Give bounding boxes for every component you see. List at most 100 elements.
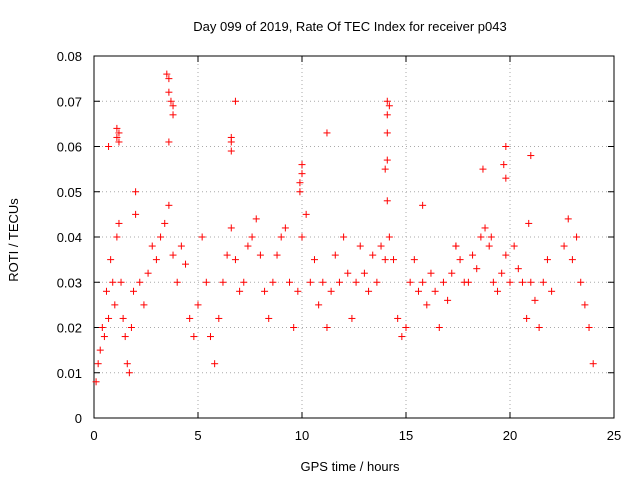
y-tick-labels: 0 0.01 0.02 0.03 0.04 0.05 0.06 0.07 0.08 — [57, 49, 82, 426]
data-point — [294, 287, 302, 295]
data-point — [113, 133, 121, 141]
data-point — [369, 251, 377, 259]
data-point — [479, 165, 487, 173]
y-tick-label: 0.02 — [57, 321, 82, 336]
data-point — [252, 215, 260, 223]
data-point — [383, 129, 391, 137]
data-point — [535, 324, 543, 331]
data-point — [236, 287, 244, 295]
data-point — [383, 197, 391, 205]
data-point — [115, 219, 123, 227]
data-point — [127, 324, 135, 331]
data-point — [477, 233, 485, 241]
data-point — [481, 224, 489, 232]
data-point — [296, 179, 304, 187]
data-point — [356, 242, 364, 250]
data-point — [136, 278, 144, 286]
data-point — [473, 265, 481, 273]
data-point — [100, 333, 108, 341]
data-point — [431, 287, 439, 295]
data-point — [344, 269, 352, 277]
y-tick-label: 0.06 — [57, 140, 82, 155]
data-point — [290, 324, 298, 331]
data-point — [489, 278, 497, 286]
data-point — [286, 278, 294, 286]
data-point — [240, 278, 248, 286]
data-point — [169, 102, 177, 110]
x-axis-label: GPS time / hours — [301, 459, 400, 474]
data-point — [256, 251, 264, 259]
data-point — [165, 75, 173, 83]
data-point — [385, 233, 393, 241]
data-point — [427, 269, 435, 277]
data-point — [231, 256, 239, 264]
data-point — [310, 256, 318, 264]
x-tick-label: 15 — [399, 428, 413, 443]
y-tick-label: 0.07 — [57, 94, 82, 109]
data-point — [223, 251, 231, 259]
data-point — [323, 324, 331, 331]
data-point — [173, 278, 181, 286]
data-point — [125, 369, 133, 377]
data-point — [514, 265, 522, 273]
x-tick-labels: 0 5 10 15 20 25 — [90, 428, 621, 443]
data-point — [323, 129, 331, 137]
data-point — [502, 174, 510, 182]
data-point — [111, 301, 119, 309]
data-point — [414, 287, 422, 295]
data-point — [548, 287, 556, 295]
x-tick-label: 5 — [194, 428, 201, 443]
data-point — [227, 138, 235, 146]
data-point — [198, 233, 206, 241]
data-point — [581, 301, 589, 309]
data-point — [543, 256, 551, 264]
data-point — [390, 256, 398, 264]
data-point — [585, 324, 593, 331]
data-point — [373, 278, 381, 286]
data-point — [360, 269, 368, 277]
data-point — [525, 219, 533, 227]
data-point — [589, 360, 597, 368]
data-point — [452, 242, 460, 250]
data-point — [394, 314, 402, 322]
data-point — [335, 278, 343, 286]
data-point — [365, 287, 373, 295]
data-point — [568, 256, 576, 264]
data-point — [265, 314, 273, 322]
data-point — [531, 296, 539, 304]
data-point — [506, 278, 514, 286]
data-point — [117, 278, 125, 286]
data-point — [121, 333, 129, 341]
data-point — [410, 256, 418, 264]
data-point — [456, 256, 464, 264]
data-point — [423, 301, 431, 309]
data-point — [315, 301, 323, 309]
data-point — [105, 143, 113, 150]
y-tick-label: 0 — [75, 411, 82, 426]
data-point — [115, 138, 123, 146]
data-point — [381, 165, 389, 173]
data-point — [248, 233, 256, 241]
data-point — [487, 233, 495, 241]
data-point — [105, 314, 113, 322]
data-point — [227, 147, 235, 155]
x-tick-label: 10 — [295, 428, 309, 443]
data-point — [152, 256, 160, 264]
gridlines — [94, 56, 614, 418]
data-point — [273, 251, 281, 259]
data-point — [383, 97, 391, 105]
y-tick-label: 0.01 — [57, 366, 82, 381]
data-point — [227, 224, 235, 232]
data-point — [177, 242, 185, 250]
data-point — [306, 278, 314, 286]
data-point — [523, 314, 531, 322]
data-point — [109, 278, 117, 286]
data-point — [385, 102, 393, 110]
data-point — [277, 233, 285, 241]
data-point — [96, 346, 104, 354]
data-point — [169, 251, 177, 259]
data-point — [560, 242, 568, 250]
data-point — [494, 287, 502, 295]
data-point — [381, 256, 389, 264]
